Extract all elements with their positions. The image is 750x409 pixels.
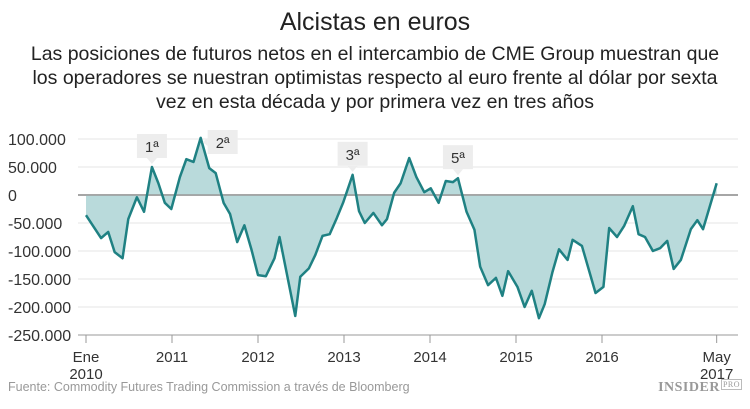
y-tick-label: -200.000 bbox=[8, 300, 71, 317]
annotation-box bbox=[337, 141, 368, 166]
x-tick-label: 2015 bbox=[499, 349, 532, 366]
annotation-pointer bbox=[347, 165, 358, 172]
annotation-pointer bbox=[202, 138, 208, 146]
chart-title: Alcistas en euros bbox=[279, 8, 471, 36]
annotation-box bbox=[207, 130, 238, 154]
annotation-pointer bbox=[452, 169, 463, 176]
y-tick-label: -100.000 bbox=[8, 244, 71, 261]
insider-pro-logo: INSIDER PRO bbox=[658, 379, 742, 396]
x-tick-label: 2011 bbox=[156, 349, 188, 366]
logo-suffix: PRO bbox=[720, 379, 742, 390]
y-tick-label: -150.000 bbox=[8, 272, 71, 289]
y-tick-label: -50.000 bbox=[8, 216, 62, 233]
logo-text: INSIDER bbox=[658, 380, 720, 395]
x-tick-label: 2017 bbox=[700, 366, 733, 383]
series-line bbox=[84, 136, 718, 320]
y-tick-label: 100.000 bbox=[8, 132, 66, 149]
x-tick-label: 2010 bbox=[69, 366, 102, 383]
y-tick-label: 0 bbox=[8, 188, 17, 205]
area-fill bbox=[86, 137, 717, 319]
x-tick-label: Ene bbox=[73, 349, 100, 366]
annotation-label: 5ª bbox=[451, 150, 465, 167]
y-tick-label: 50.000 bbox=[8, 160, 57, 177]
annotation-box bbox=[136, 134, 167, 158]
annotation-box bbox=[442, 145, 473, 170]
annotation-label: 2ª bbox=[216, 135, 230, 152]
y-tick-label: -250.000 bbox=[8, 328, 71, 345]
annotation-label: 3ª bbox=[346, 147, 360, 164]
annotation-label: 1ª bbox=[145, 139, 159, 156]
chart-subtitle: Las posiciones de futuros netos en el in… bbox=[30, 43, 720, 113]
x-tick-label: 2014 bbox=[413, 349, 446, 366]
annotation-pointer bbox=[146, 158, 157, 164]
x-tick-label: May bbox=[702, 349, 731, 366]
source-note: Fuente: Commodity Futures Trading Commis… bbox=[8, 380, 410, 394]
x-tick-label: 2013 bbox=[327, 349, 360, 366]
x-tick-label: 2012 bbox=[241, 349, 274, 366]
x-tick-label: 2016 bbox=[585, 349, 618, 366]
